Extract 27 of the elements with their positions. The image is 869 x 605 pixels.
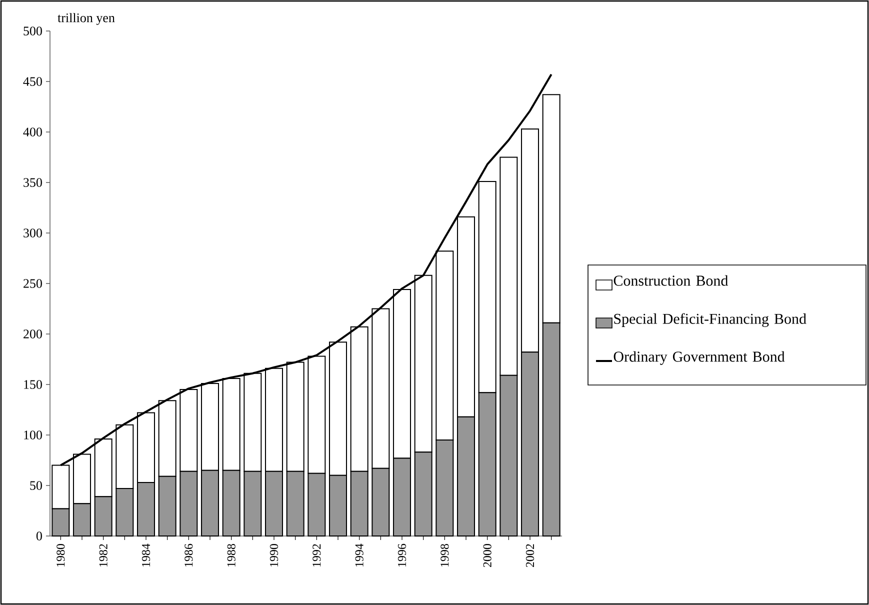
y-axis-title: trillion yen <box>58 13 115 25</box>
x-tick-label: 1988 <box>227 544 236 566</box>
x-tick-label: 1996 <box>398 544 406 566</box>
x-tick-label: 1994 <box>355 544 364 566</box>
x-tick-label: 1986 <box>184 544 193 566</box>
x-tick-label: 1982 <box>99 544 108 566</box>
legend-label: Ordinary Government Bond <box>614 351 785 365</box>
y-tick-label: 450 <box>23 77 42 86</box>
y-tick-label: 500 <box>24 26 42 36</box>
y-tick-label: 150 <box>24 380 42 389</box>
y-tick-label: 350 <box>24 178 42 187</box>
x-tick-label: 1998 <box>440 544 449 566</box>
y-tick-label: 0 <box>36 532 42 540</box>
x-tick-label: 1984 <box>142 544 150 566</box>
legend-label: Construction Bond <box>614 275 728 286</box>
legend-label: Special Deficit-Financing Bond <box>614 313 806 327</box>
x-tick-label: 2000 <box>483 544 492 567</box>
y-tick-label: 100 <box>24 430 42 440</box>
y-tick-label: 50 <box>30 481 42 490</box>
y-tick-label: 200 <box>24 330 42 338</box>
y-tick-label: 400 <box>23 128 42 136</box>
x-tick-label: 1980 <box>56 544 65 566</box>
y-tick-label: 250 <box>24 279 42 288</box>
y-tick-label: 300 <box>24 228 42 238</box>
x-tick-label: 1990 <box>270 544 278 566</box>
x-tick-label: 1992 <box>312 544 321 566</box>
x-tick-label: 2002 <box>526 544 534 567</box>
